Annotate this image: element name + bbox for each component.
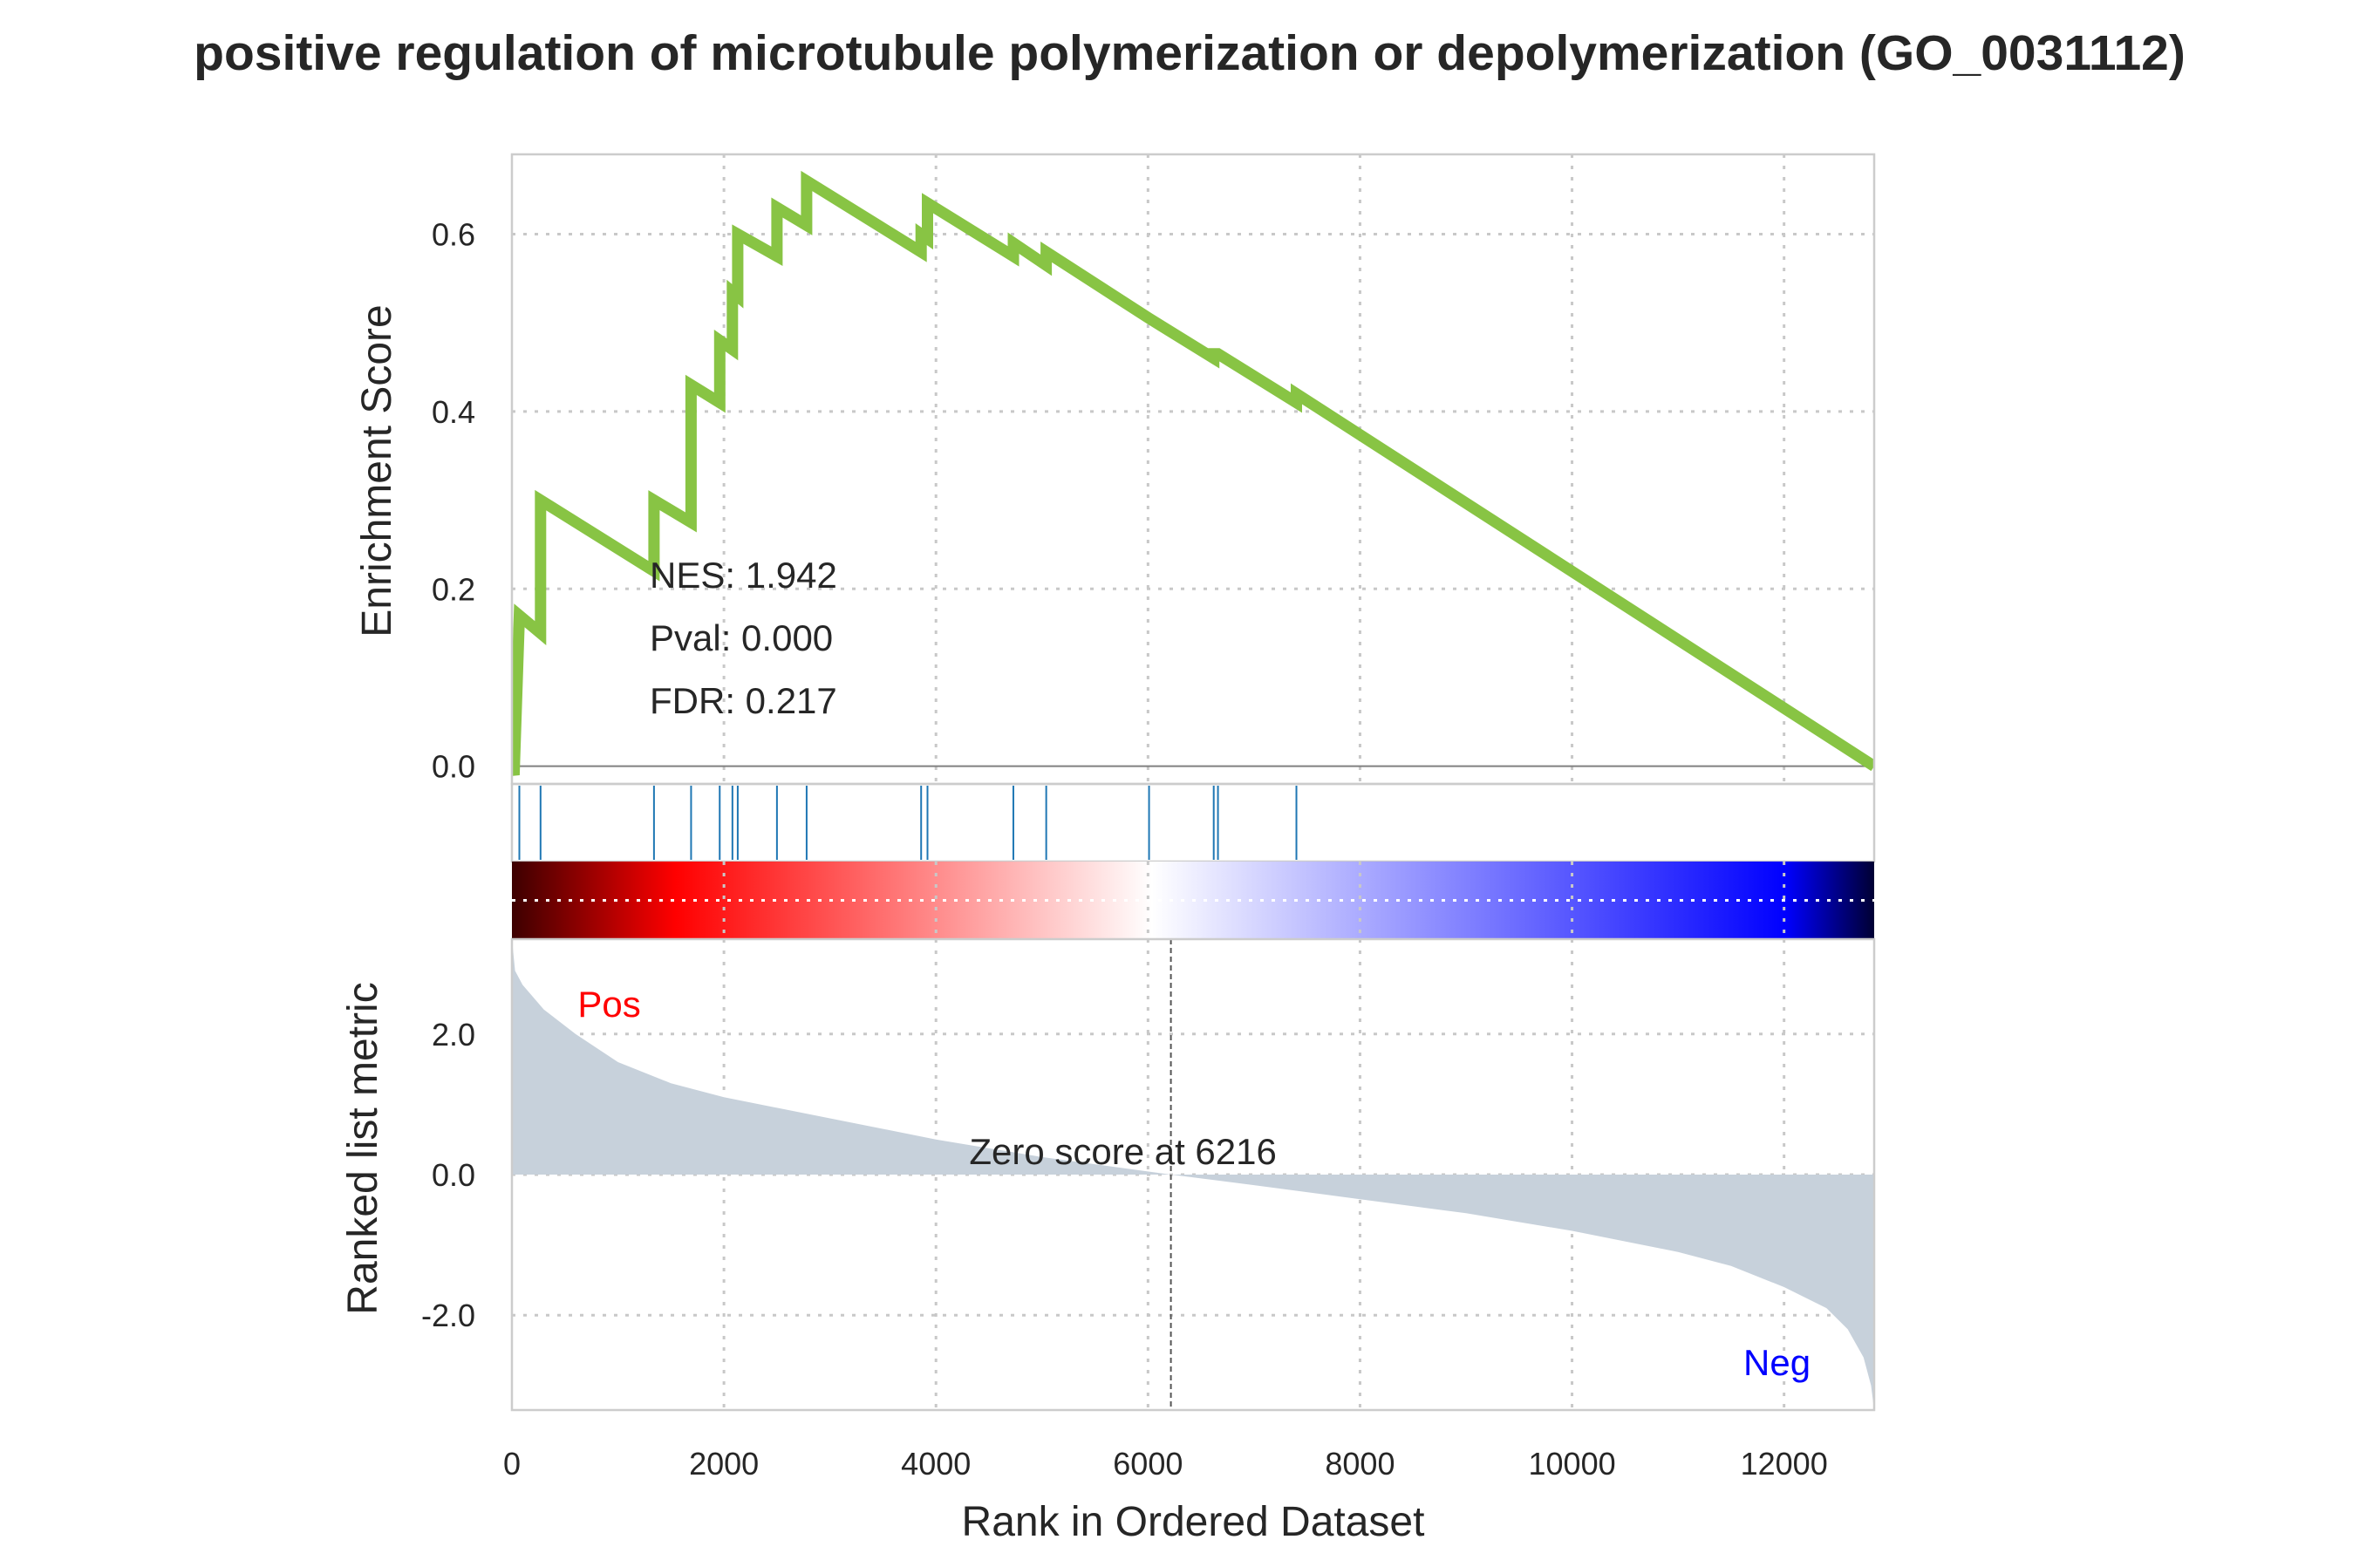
hits-panel xyxy=(510,782,1876,863)
x-tick-label: 4000 xyxy=(901,1446,971,1482)
rank-heatmap-panel xyxy=(512,862,1874,939)
enrichment-score-line xyxy=(512,170,1874,776)
rm-y-tick-label: 2.0 xyxy=(432,1017,475,1053)
rm-panel-frame xyxy=(510,937,1876,1412)
x-tick-label: 2000 xyxy=(689,1446,759,1482)
es-y-axis-label: Enrichment Score xyxy=(354,304,400,637)
ranked-metric-area xyxy=(512,939,1874,1410)
neg-label: Neg xyxy=(1743,1342,1811,1383)
pval-stat: Pval: 0.000 xyxy=(650,617,833,658)
x-tick-label: 8000 xyxy=(1325,1446,1395,1482)
x-axis-label: Rank in Ordered Dataset xyxy=(962,1499,1425,1545)
zero-score-label: Zero score at 6216 xyxy=(969,1131,1277,1172)
rm-y-tick-label: 0.0 xyxy=(432,1157,475,1193)
rm-y-tick-label: -2.0 xyxy=(421,1298,475,1333)
x-tick-label: 6000 xyxy=(1113,1446,1183,1482)
es-y-tick-label: 0.0 xyxy=(432,749,475,785)
es-y-tick-label: 0.4 xyxy=(432,394,475,430)
chart-title: positive regulation of microtubule polym… xyxy=(194,25,2186,81)
pos-label: Pos xyxy=(577,984,640,1025)
ranked-metric-panel: Zero score at 6216 Pos Neg 2.0 0.0 -2.0 Ra… xyxy=(340,937,1876,1545)
es-y-tick-label: 0.2 xyxy=(432,571,475,607)
nes-stat: NES: 1.942 xyxy=(650,555,837,596)
es-y-tick-label: 0.6 xyxy=(432,217,475,253)
enrichment-panel: NES: 1.942 Pval: 0.000 FDR: 0.217 0.0 0.2… xyxy=(354,153,1876,786)
rm-y-axis-label: Ranked list metric xyxy=(340,982,386,1314)
x-tick-label: 12000 xyxy=(1741,1446,1828,1482)
x-tick-label: 10000 xyxy=(1529,1446,1616,1482)
hits-panel-frame xyxy=(510,782,1876,863)
x-tick-label: 0 xyxy=(503,1446,521,1482)
fdr-stat: FDR: 0.217 xyxy=(650,680,837,721)
